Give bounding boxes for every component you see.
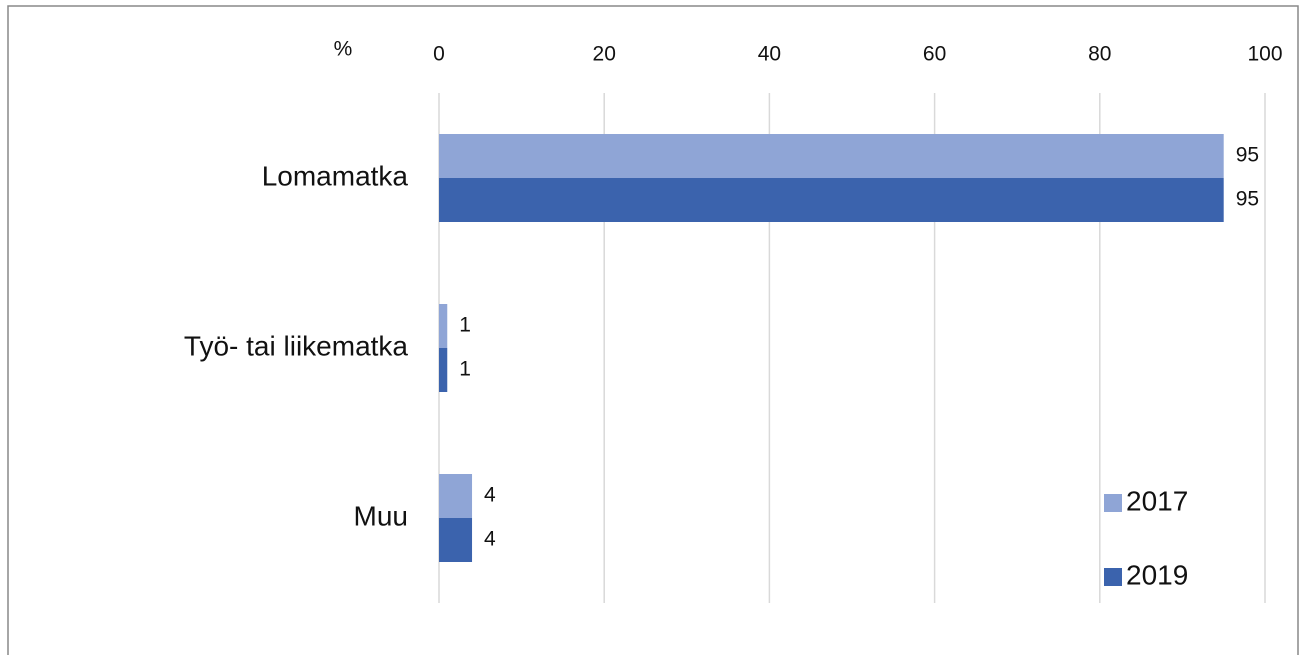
x-axis-label: % [334, 38, 353, 61]
data-label: 95 [1236, 144, 1259, 167]
y-tick-label: Muu [354, 500, 408, 531]
x-tick-label: 60 [923, 43, 946, 66]
data-label: 4 [484, 528, 496, 551]
legend-swatch [1104, 494, 1122, 512]
frame [7, 5, 1299, 655]
x-tick-label: 0 [433, 43, 445, 66]
x-tick-label: 100 [1247, 43, 1282, 66]
data-label: 95 [1236, 188, 1259, 211]
x-tick-label: 20 [593, 43, 616, 66]
legend-label: 2017 [1126, 485, 1188, 516]
bar [439, 348, 448, 392]
x-tick-label: 80 [1088, 43, 1111, 66]
legend-swatch [1104, 568, 1122, 586]
y-tick-label: Lomamatka [262, 160, 409, 191]
bar [439, 518, 473, 562]
data-label: 4 [484, 484, 496, 507]
legend-label: 2019 [1126, 559, 1188, 590]
bar [439, 304, 448, 348]
data-label: 1 [459, 314, 471, 337]
bar [439, 178, 1224, 222]
y-tick-label: Työ- tai liikematka [184, 330, 408, 361]
x-tick-label: 40 [758, 43, 781, 66]
bar [439, 474, 473, 518]
data-label: 1 [459, 358, 471, 381]
bar [439, 134, 1224, 178]
